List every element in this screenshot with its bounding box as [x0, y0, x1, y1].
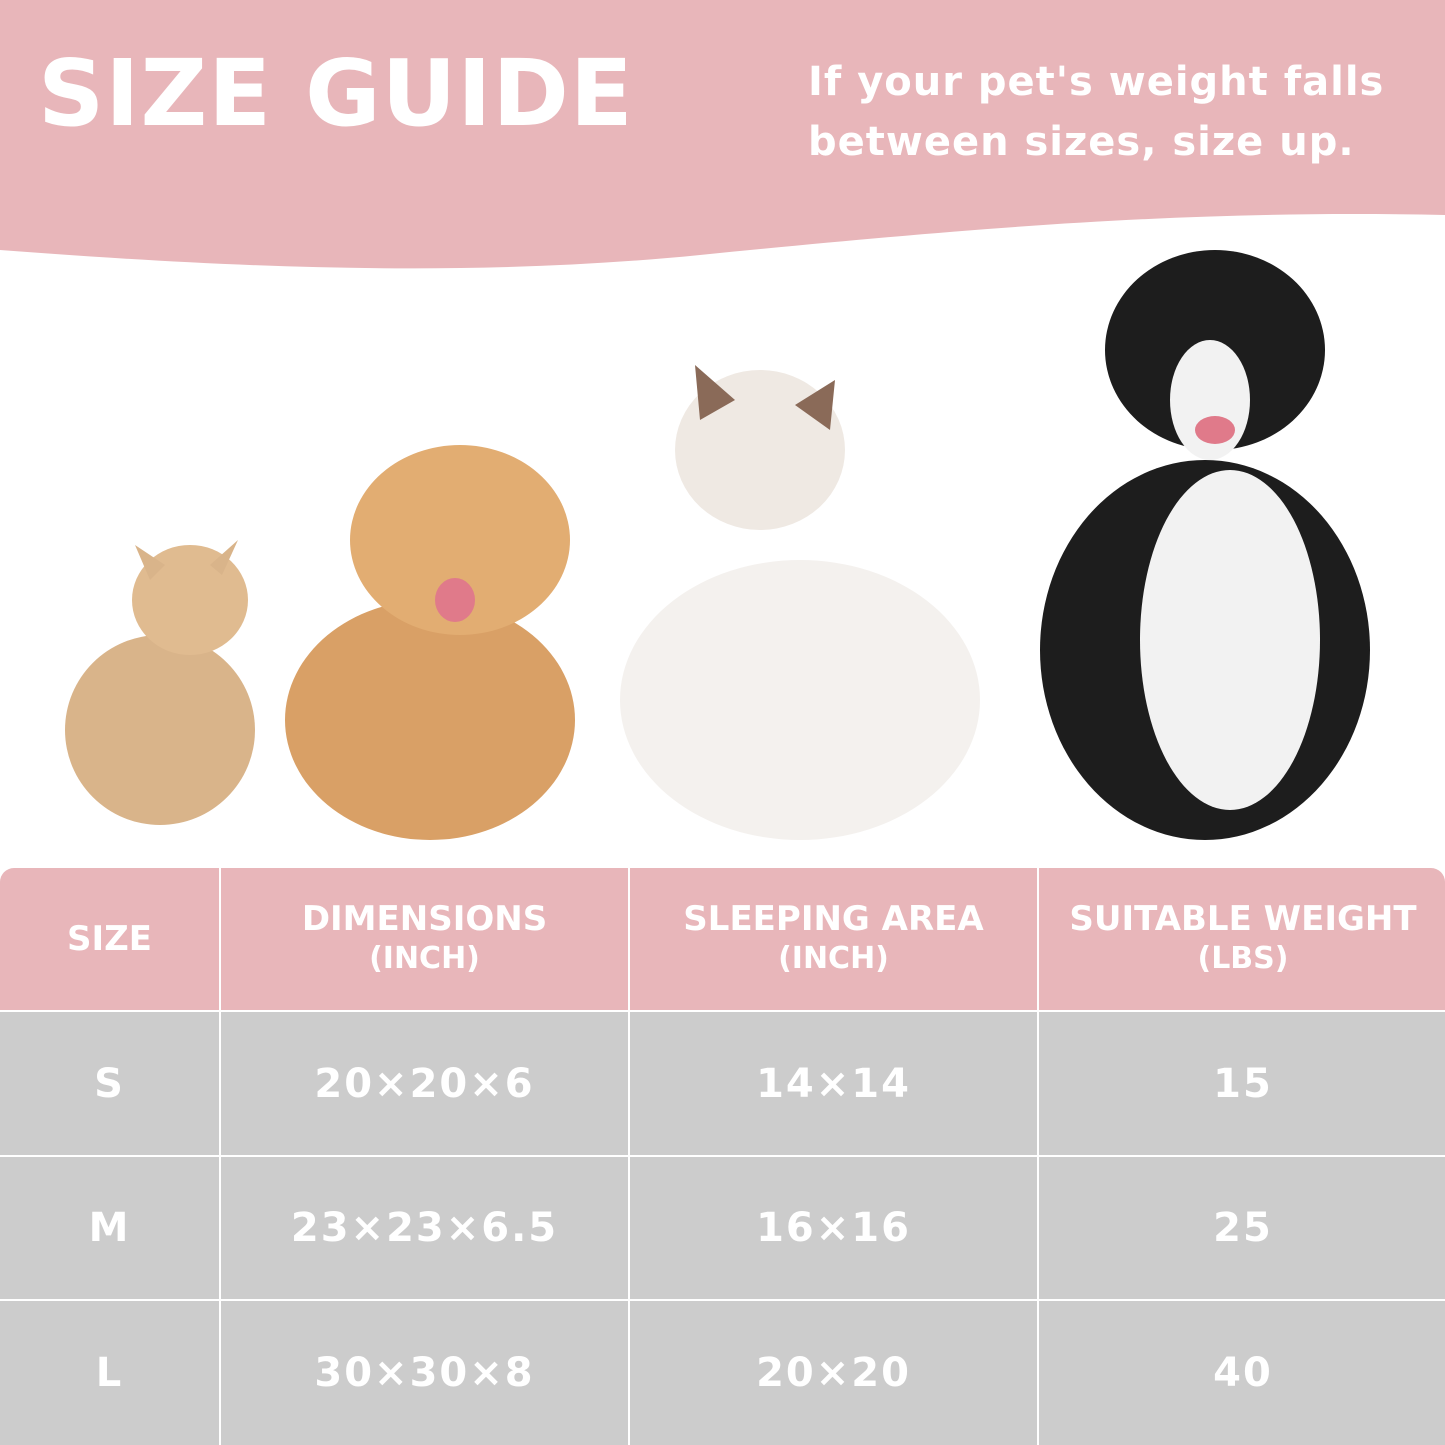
cell-weight: 15 — [1039, 1012, 1445, 1155]
ragdoll-cat-image — [620, 365, 980, 840]
cell-size: M — [0, 1157, 219, 1299]
header-label: DIMENSIONS — [301, 899, 548, 939]
header-label: SIZE — [66, 919, 153, 959]
pets-illustration — [65, 250, 1370, 840]
header-unit: (INCH) — [778, 941, 889, 976]
header-unit: (LBS) — [1197, 941, 1289, 976]
header-banner — [0, 0, 1445, 269]
cell-sleeping-area: 16×16 — [630, 1157, 1037, 1299]
cell-size: L — [0, 1301, 219, 1445]
small-cat-image — [65, 540, 255, 825]
cell-size: S — [0, 1012, 219, 1155]
puppy-image — [285, 445, 575, 840]
cell-weight: 40 — [1039, 1301, 1445, 1445]
cell-sleeping-area: 14×14 — [630, 1012, 1037, 1155]
header-unit: (INCH) — [369, 941, 480, 976]
cell-dimensions: 23×23×6.5 — [221, 1157, 628, 1299]
sizing-note: If your pet's weight falls between sizes… — [808, 52, 1384, 172]
header-size: SIZE — [0, 868, 219, 1010]
sizing-note-line1: If your pet's weight falls — [808, 59, 1385, 105]
cell-dimensions: 20×20×6 — [221, 1012, 628, 1155]
page-title: SIZE GUIDE — [38, 40, 634, 147]
header-label: SUITABLE WEIGHT — [1069, 899, 1417, 939]
cell-weight: 25 — [1039, 1157, 1445, 1299]
header-dimensions: DIMENSIONS (INCH) — [221, 868, 628, 1010]
border-collie-image — [1040, 250, 1370, 840]
header-suitable-weight: SUITABLE WEIGHT (LBS) — [1039, 868, 1445, 1010]
header-sleeping-area: SLEEPING AREA (INCH) — [630, 868, 1037, 1010]
size-table: SIZE DIMENSIONS (INCH) SLEEPING AREA (INCH… — [0, 868, 1445, 1445]
cell-dimensions: 30×30×8 — [221, 1301, 628, 1445]
header-label: SLEEPING AREA — [683, 899, 984, 939]
cell-sleeping-area: 20×20 — [630, 1301, 1037, 1445]
sizing-note-line2: between sizes, size up. — [808, 119, 1355, 165]
